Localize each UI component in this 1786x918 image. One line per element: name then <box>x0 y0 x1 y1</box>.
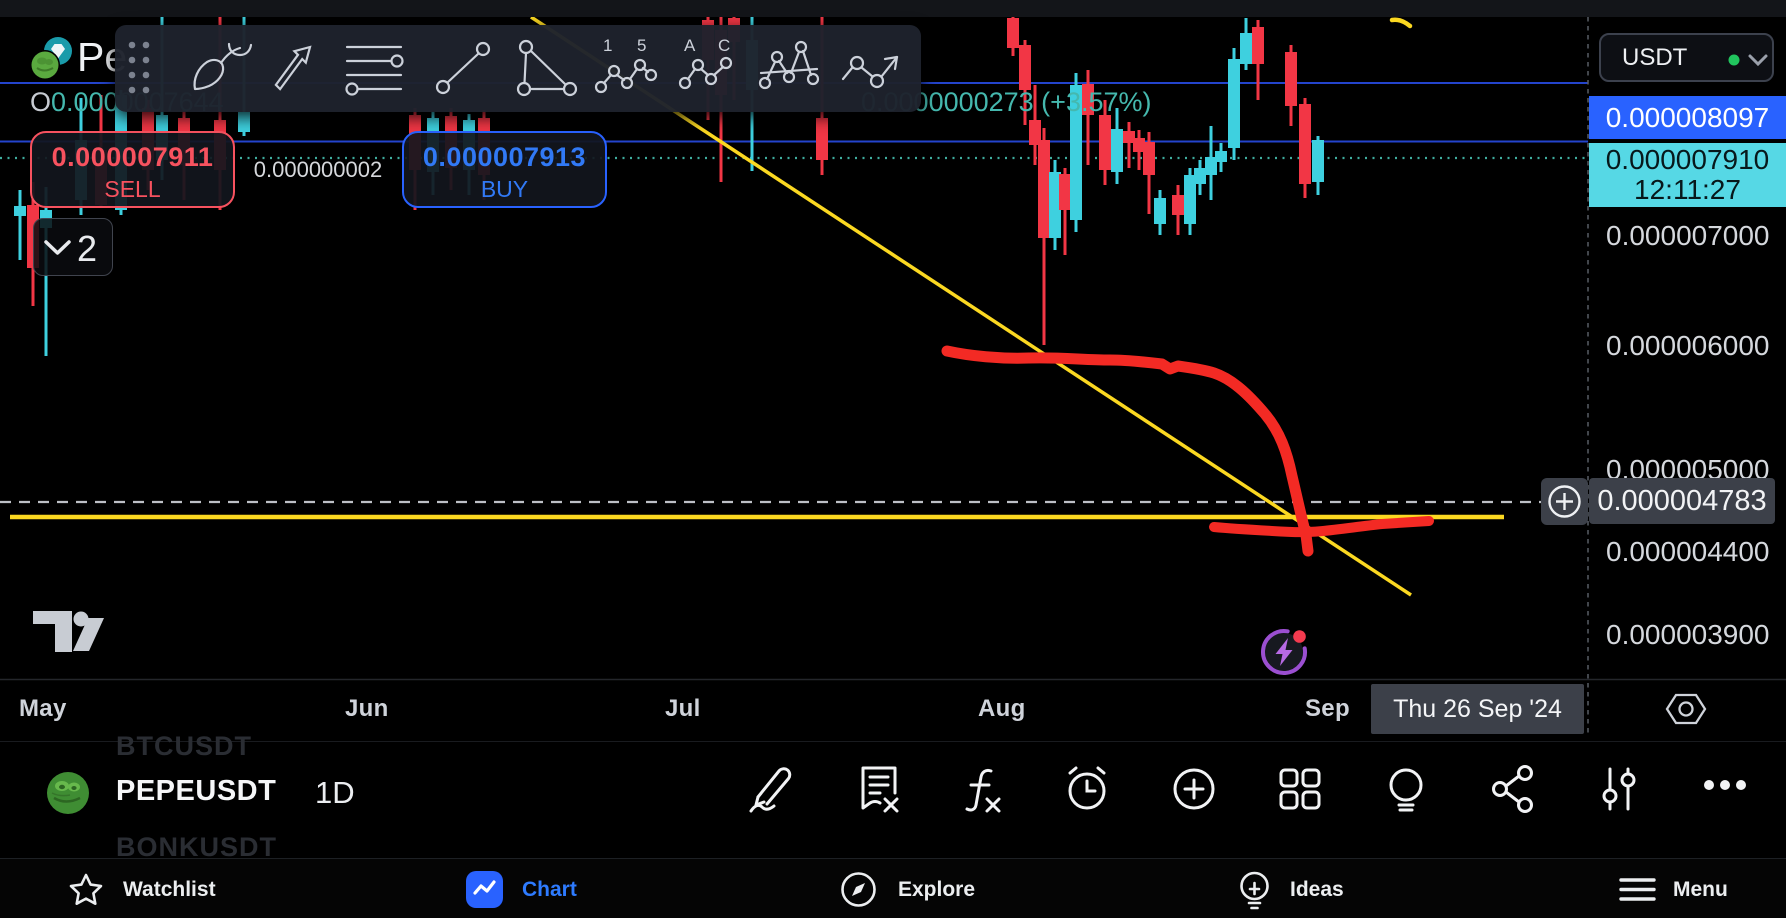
svg-text:A: A <box>684 36 696 55</box>
svg-text:5: 5 <box>637 36 646 55</box>
svg-text:2: 2 <box>77 228 97 269</box>
svg-text:1: 1 <box>603 36 612 55</box>
svg-text:C: C <box>718 36 730 55</box>
